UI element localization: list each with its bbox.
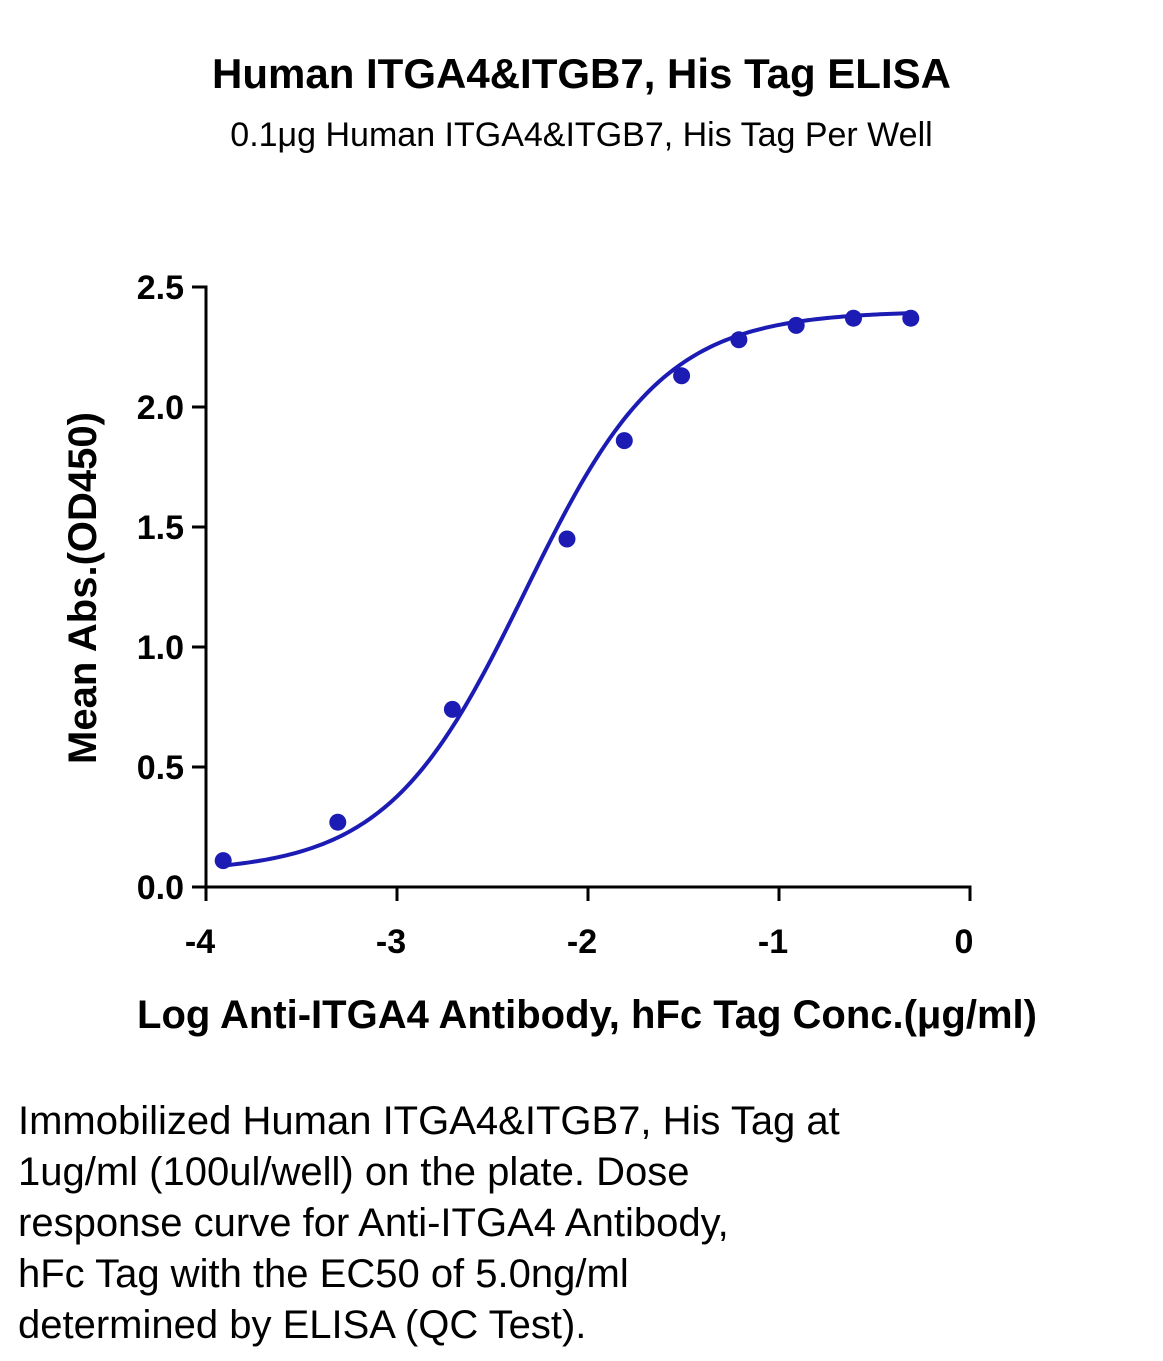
data-point <box>902 309 920 327</box>
caption-line: response curve for Anti-ITGA4 Antibody, <box>18 1201 729 1245</box>
x-axis-label: Log Anti-ITGA4 Antibody, hFc Tag Conc.(μ… <box>137 993 1037 1037</box>
data-point <box>844 309 862 327</box>
caption-line: 1ug/ml (100ul/well) on the plate. Dose <box>18 1150 690 1194</box>
data-point <box>558 530 576 548</box>
data-point <box>443 700 461 718</box>
caption-line: hFc Tag with the EC50 of 5.0ng/ml <box>18 1252 629 1296</box>
y-tick-label: 1.5 <box>137 509 184 547</box>
data-point <box>615 432 633 450</box>
y-tick-label: 2.0 <box>137 389 184 427</box>
caption-line: Immobilized Human ITGA4&ITGB7, His Tag a… <box>18 1099 840 1143</box>
x-tick-label: -2 <box>567 923 597 961</box>
data-point <box>730 331 748 349</box>
figure-caption: Immobilized Human ITGA4&ITGB7, His Tag a… <box>18 1096 1138 1351</box>
y-tick-label: 0.5 <box>137 749 184 787</box>
chart-subtitle: 0.1μg Human ITGA4&ITGB7, His Tag Per Wel… <box>230 116 933 154</box>
data-point <box>214 852 232 870</box>
data-point <box>329 813 347 831</box>
y-axis-label: Mean Abs.(OD450) <box>61 412 105 764</box>
fit-curve <box>222 311 911 868</box>
x-tick-label: -4 <box>185 923 215 961</box>
y-tick-label: 2.5 <box>137 269 184 307</box>
data-point <box>673 367 691 385</box>
x-tick-label: -3 <box>376 923 406 961</box>
chart-title: Human ITGA4&ITGB7, His Tag ELISA <box>212 50 951 97</box>
y-tick-label: 1.0 <box>137 629 184 667</box>
elisa-chart: 0.0 0.5 1.0 1.5 2.0 2.5 -4 -3 -2 -1 0 Log Anti-ITGA… <box>61 269 1037 1037</box>
data-point <box>787 316 805 334</box>
x-tick-label: -1 <box>758 923 788 961</box>
caption-line: determined by ELISA (QC Test). <box>18 1303 587 1347</box>
x-tick-label: 0 <box>955 923 974 961</box>
y-tick-label: 0.0 <box>137 869 184 907</box>
